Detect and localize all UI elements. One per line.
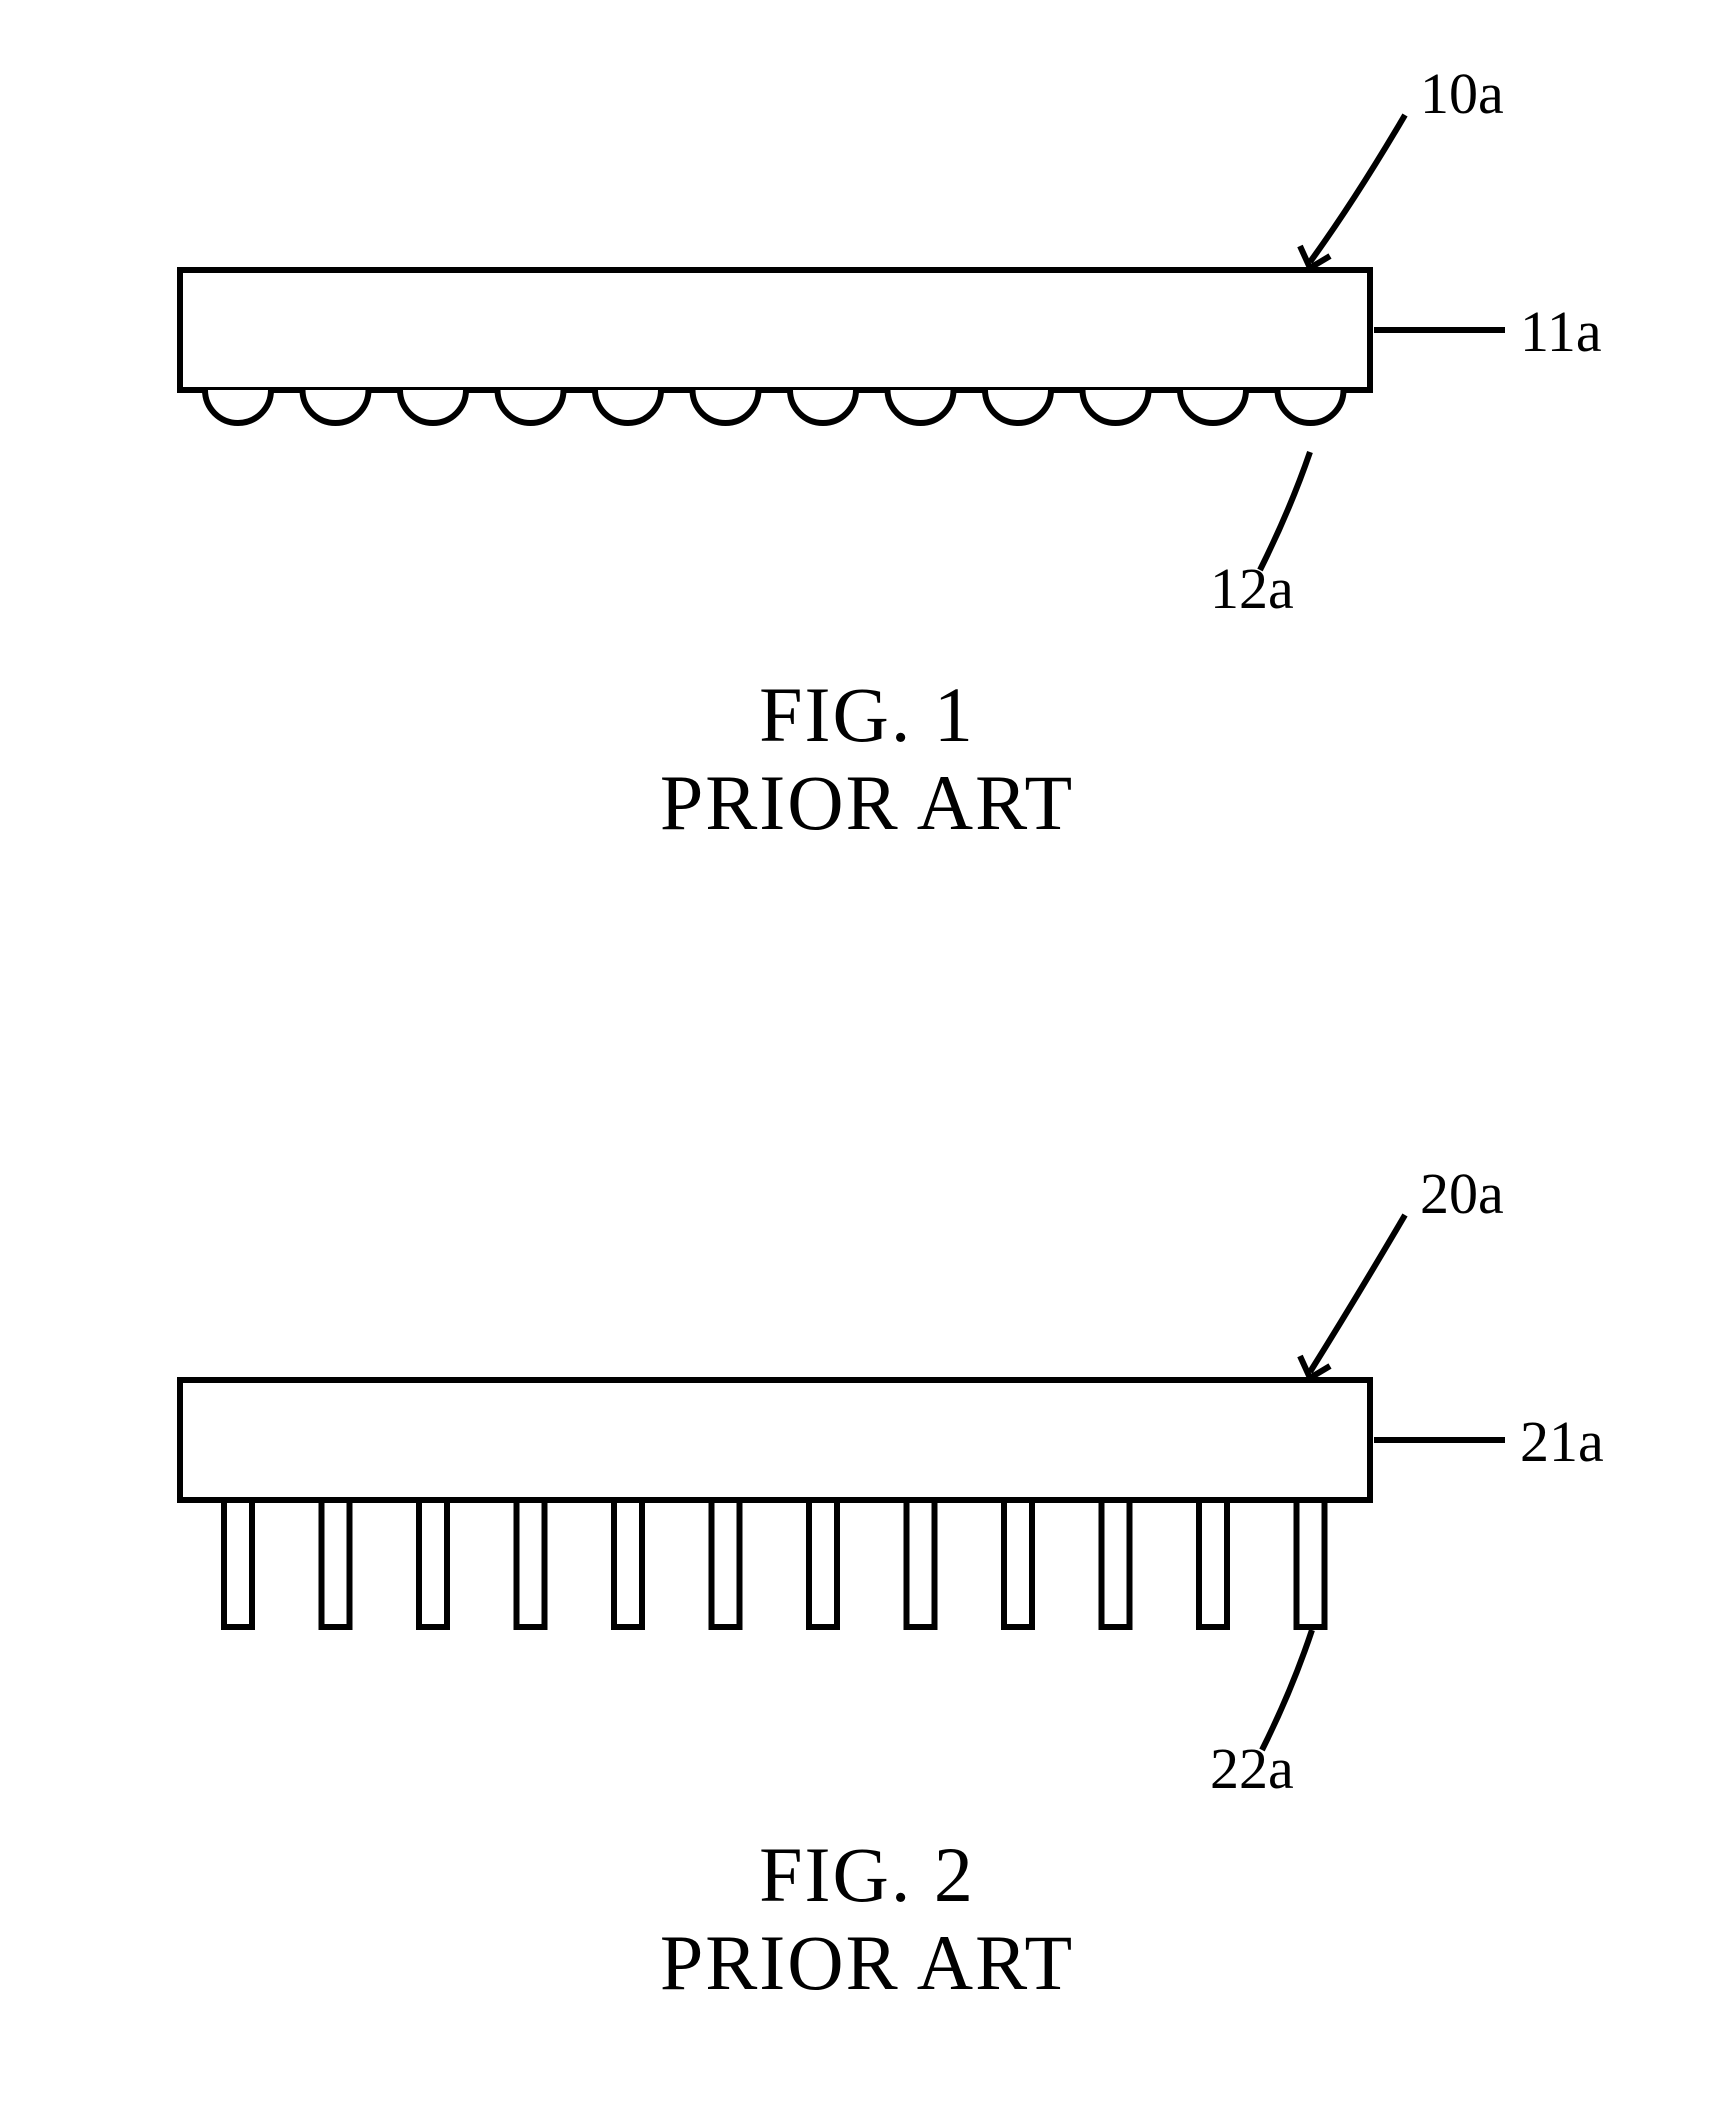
fig2-label-22a: 22a	[1210, 1735, 1294, 1802]
figure-1: 10a 11a 12a	[0, 0, 1734, 600]
fig2-caption-line2: PRIOR ART	[0, 1918, 1734, 2008]
fig2-label-21a: 21a	[1520, 1408, 1604, 1475]
fig1-body-rect	[180, 270, 1370, 390]
fig2-body-rect	[180, 1380, 1370, 1500]
fig1-label-12a: 12a	[1210, 555, 1294, 622]
fig2-pins	[224, 1497, 1325, 1627]
fig1-caption-line1: FIG. 1	[0, 670, 1734, 760]
fig1-caption-line2: PRIOR ART	[0, 758, 1734, 848]
fig1-label-11a: 11a	[1520, 298, 1602, 365]
figure-2: 20a 21a 22a	[0, 1100, 1734, 1800]
fig1-label-10a: 10a	[1420, 60, 1504, 127]
fig1-solder-balls	[205, 390, 1344, 423]
fig2-caption-line1: FIG. 2	[0, 1830, 1734, 1920]
fig2-label-20a: 20a	[1420, 1160, 1504, 1227]
